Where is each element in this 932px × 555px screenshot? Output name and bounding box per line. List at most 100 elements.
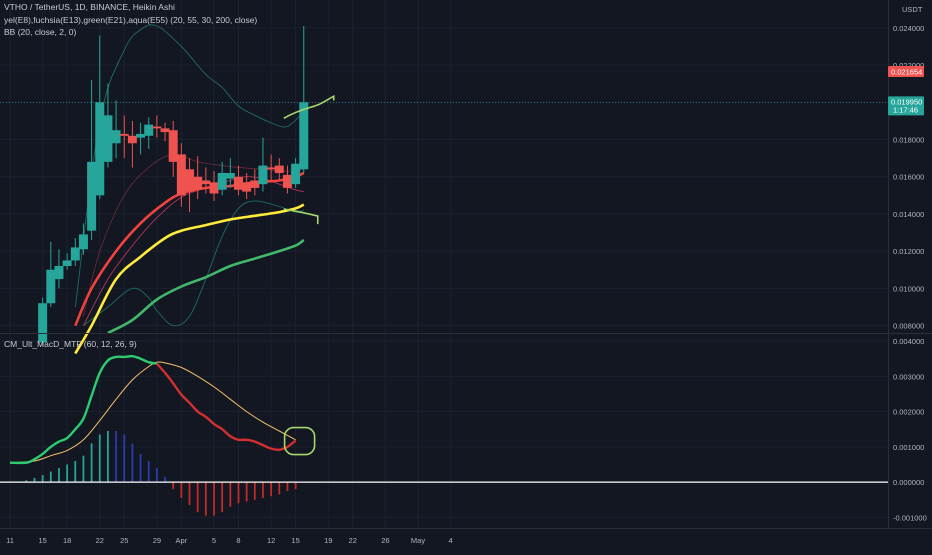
candle [258,137,268,192]
macd-pane [0,354,888,516]
ema55-line [107,238,305,335]
time-tick-label: 22 [349,536,357,545]
candle [62,253,72,270]
candle-body [144,124,154,136]
bb-legend[interactable]: BB (20, close, 2, 0) [4,27,77,37]
candle-body [136,133,146,138]
candle-body [103,115,113,162]
macd-tick-label: 0.004000 [893,337,924,346]
candle [70,238,80,267]
candle [185,158,195,213]
symbol-legend[interactable]: VTHO / TetherUS, 1D, BINANCE, Heikin Ash… [4,2,175,12]
candle [201,167,211,194]
time-tick-label: 12 [267,536,275,545]
candle [38,297,48,347]
price-tick-label: 0.008000 [893,322,924,331]
candle-body [62,260,72,267]
candle [168,120,178,177]
grid-layer [0,0,888,528]
price-tick-label: 0.024000 [893,24,924,33]
candle-body [217,173,227,190]
price-tick-label: 0.018000 [893,136,924,145]
candle [233,165,243,196]
annotation-upper-stroke [283,95,335,120]
candle-body [185,169,195,192]
candle-body [258,165,268,185]
macd-legend[interactable]: CM_Ult_MacD_MTF (60, 12, 26, 9) [4,339,137,349]
candle [274,158,284,181]
price-badge-red-label: 0.021654 [891,68,922,77]
candle-body [225,173,235,179]
time-tick-label: Apr [176,536,188,545]
time-tick-label: 22 [96,536,104,545]
price-badge-green-countdown: 1:17:46 [893,105,918,114]
candle-body [201,180,211,185]
candle-body [127,135,137,144]
candle-body [38,303,48,343]
time-tick-label: 4 [449,536,453,545]
candle [266,154,276,181]
macd-signal-line [9,361,296,464]
macd-tick-label: -0.001000 [893,513,927,522]
candle-body [78,234,88,250]
candle-body [282,174,292,188]
macd-tick-label: 0.002000 [893,408,924,417]
time-tick-label: 18 [63,536,71,545]
candle-body [299,102,309,170]
candle-body [152,126,162,129]
candle-body [233,176,243,190]
candles[interactable] [38,26,309,347]
macd-tick-label: 0.003000 [893,372,924,381]
candle [144,117,154,149]
price-tick-label: 0.012000 [893,247,924,256]
candle-body [291,163,301,185]
candle [217,161,227,196]
candle [291,158,301,188]
time-tick-label: May [411,536,425,545]
time-tick-label: 29 [153,536,161,545]
candle [127,120,137,168]
candle [299,26,309,174]
candle-body [111,130,121,144]
candle [136,122,146,155]
candle-body [54,266,64,280]
candle-body [160,128,170,133]
time-tick-label: 15 [38,536,46,545]
candle [46,241,56,307]
candle-body [176,154,186,196]
candle-body [95,102,105,196]
candle-body [209,182,219,194]
time-tick-label: 26 [381,536,389,545]
price-badge-red: 0.021654 [888,66,924,78]
candle-body [168,130,178,162]
annotations [283,95,335,456]
annotation-circle [283,426,316,456]
candle [282,165,292,194]
candle [78,223,88,255]
macd-tick-label: 0.000000 [893,478,924,487]
candle [103,83,113,168]
candle-body [266,167,276,170]
candle-body [87,161,97,231]
candle-body [274,165,284,174]
price-badge-green-label: 0.019950 [891,97,922,106]
price-badge-green: 0.019950 1:17:46 [888,96,924,116]
candle [119,115,129,159]
candle [95,35,105,200]
time-tick-label: 25 [120,536,128,545]
annotation-lower-stroke [283,208,319,225]
ma-legend[interactable]: yel(E8),fuchsia(E13),green(E21),aqua(E55… [4,15,258,25]
candle [242,173,252,200]
price-tick-label: 0.014000 [893,210,924,219]
candle [250,169,260,196]
ema8-line [74,203,305,355]
candle [209,171,219,201]
candle-body [46,269,56,304]
candle [225,158,235,188]
candle-body [250,180,260,188]
time-tick-label: 8 [236,536,240,545]
